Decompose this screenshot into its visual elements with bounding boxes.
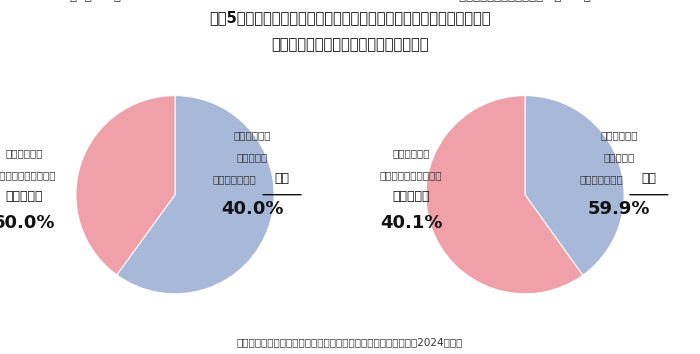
Text: 40.1%: 40.1% — [380, 214, 442, 232]
Wedge shape — [525, 96, 624, 275]
Text: した: した — [641, 172, 657, 185]
Text: していない: していない — [392, 190, 430, 203]
Text: 入れ替えをした: 入れ替えをした — [580, 174, 623, 184]
Wedge shape — [76, 96, 175, 275]
Text: アイテムの: アイテムの — [603, 152, 635, 162]
Wedge shape — [426, 96, 583, 294]
Text: 40.0%: 40.0% — [221, 200, 284, 218]
Text: 60.0%: 60.0% — [0, 214, 55, 232]
Text: アイテムの入れ替えを: アイテムの入れ替えを — [0, 170, 55, 180]
Text: （N＝500）: （N＝500） — [70, 0, 122, 3]
Text: 配置の変更や: 配置の変更や — [6, 148, 43, 158]
Text: した: した — [274, 172, 290, 185]
Text: 59.9%: 59.9% — [588, 200, 650, 218]
Text: 配置の変更や: 配置の変更や — [601, 130, 638, 140]
Wedge shape — [117, 96, 274, 294]
Text: （インテリアにこだわる派 n＝212）: （インテリアにこだわる派 n＝212） — [459, 0, 591, 3]
Text: アイテムの: アイテムの — [237, 152, 268, 162]
Text: 配置の変更や: 配置の変更や — [392, 148, 430, 158]
Text: 配置の変更や: 配置の変更や — [234, 130, 271, 140]
Text: 直近5年間のインテリアグッズ（家具・装飾）のレイアウトや配置変更: 直近5年間のインテリアグッズ（家具・装飾）のレイアウトや配置変更 — [209, 11, 491, 25]
Text: 入れ替えをした: 入れ替えをした — [213, 174, 256, 184]
Text: アイテムの入れ替えを: アイテムの入れ替えを — [380, 170, 442, 180]
Text: 積水ハウス株式会社　住生活研究所「インテリアに関する調査（2024年）」: 積水ハウス株式会社 住生活研究所「インテリアに関する調査（2024年）」 — [237, 337, 463, 347]
Text: お持ちのアイテムの入れ替えをした有無: お持ちのアイテムの入れ替えをした有無 — [272, 37, 428, 52]
Text: していない: していない — [6, 190, 43, 203]
